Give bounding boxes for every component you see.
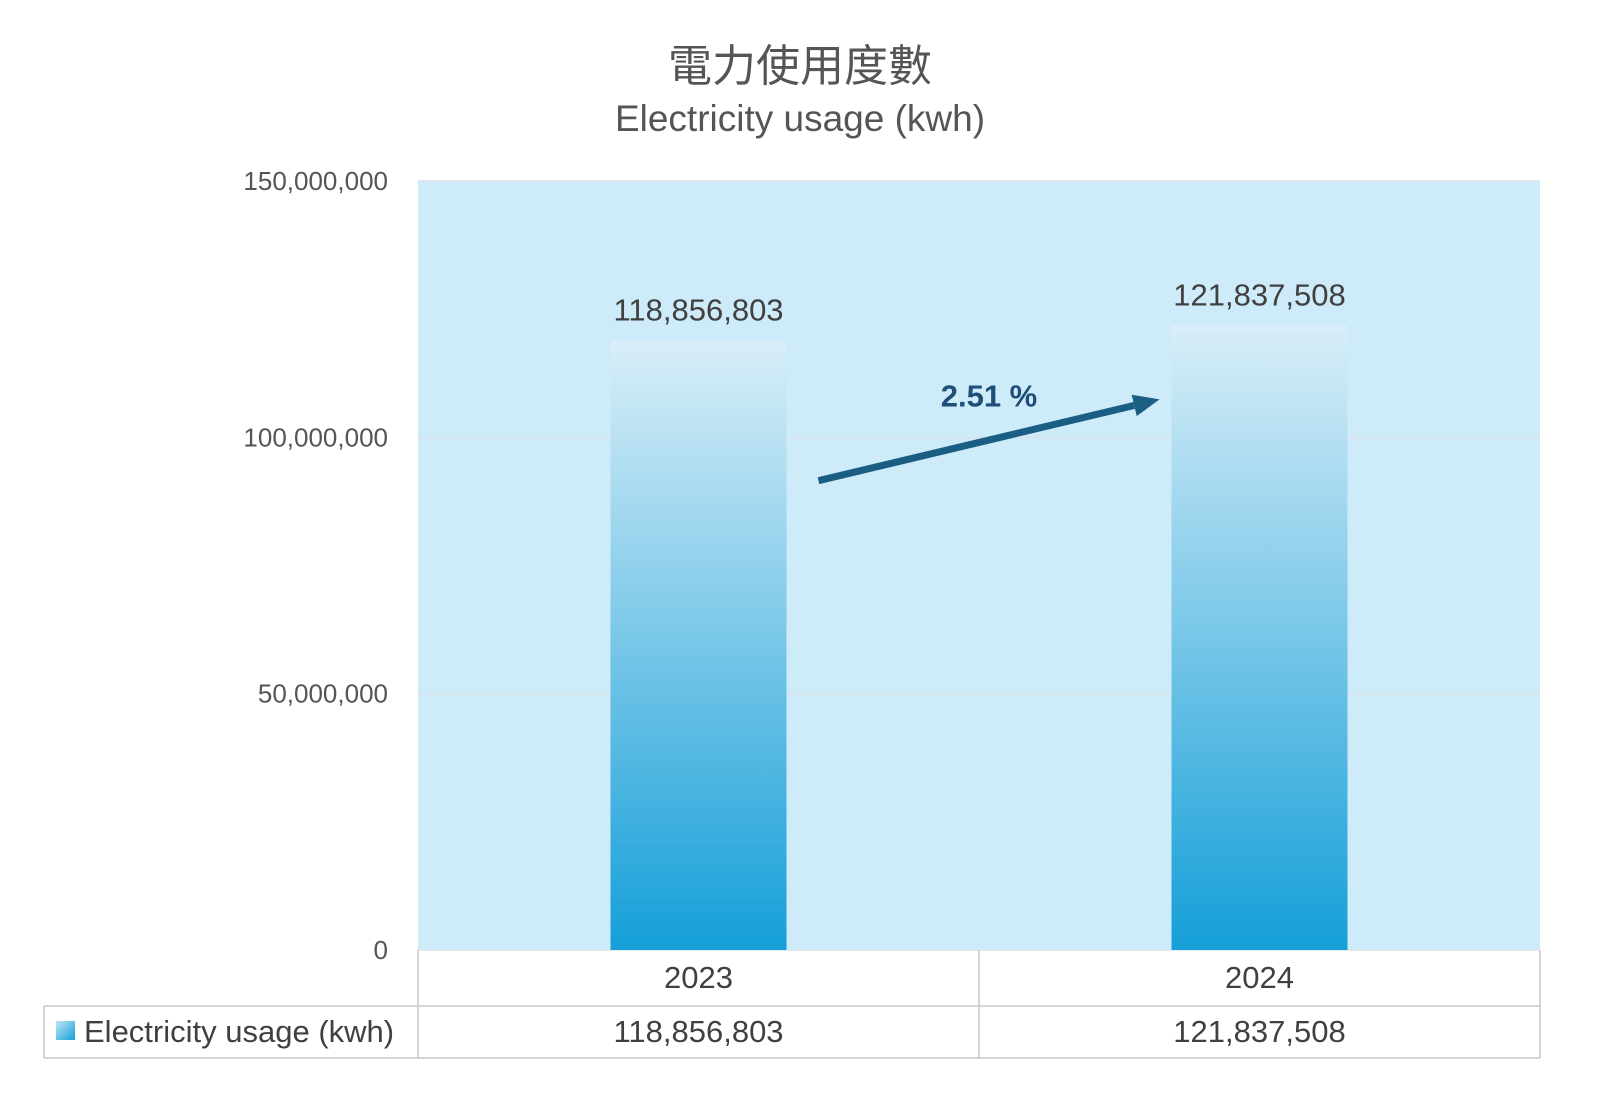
y-tick-label: 100,000,000	[243, 422, 388, 452]
legend-label: Electricity usage (kwh)	[84, 1014, 394, 1049]
category-label: 2023	[664, 960, 733, 995]
chart-title: 電力使用度數	[668, 41, 932, 92]
legend-swatch	[56, 1021, 75, 1040]
data-label: 118,856,803	[613, 293, 783, 328]
y-tick-label: 50,000,000	[258, 679, 388, 709]
bar-2023	[610, 340, 787, 951]
change-arrow	[817, 394, 1160, 485]
table-value: 121,837,508	[1173, 1014, 1345, 1049]
y-tick-label: 0	[374, 935, 388, 965]
y-tick-label: 150,000,000	[243, 166, 388, 196]
change-arrow-head	[1131, 394, 1160, 417]
bar-2024	[1171, 325, 1348, 950]
table-value: 118,856,803	[613, 1014, 783, 1049]
data-label: 121,837,508	[1173, 277, 1345, 312]
plot-area	[418, 181, 1540, 950]
chart-subtitle: Electricity usage (kwh)	[614, 98, 986, 139]
change-percent-label: 2.51 %	[941, 378, 1038, 413]
change-arrow-line	[817, 402, 1136, 485]
category-label: 2024	[1225, 960, 1294, 995]
